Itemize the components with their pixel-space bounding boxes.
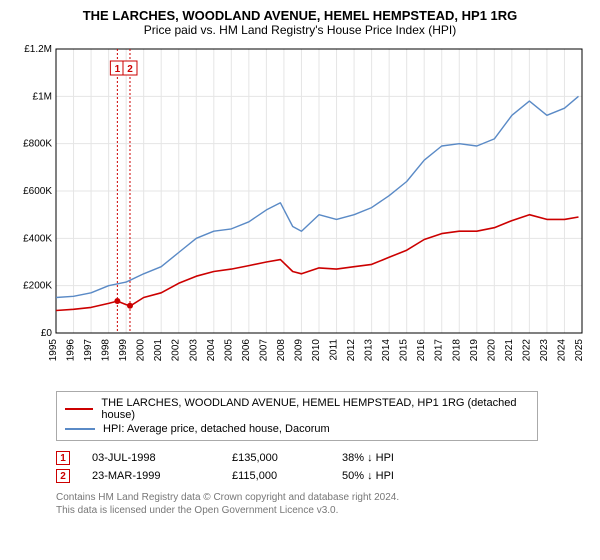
svg-text:2008: 2008: [276, 339, 287, 362]
svg-text:2009: 2009: [293, 339, 304, 362]
svg-text:£600K: £600K: [23, 186, 52, 197]
sale-marker-1: 1: [56, 451, 70, 465]
legend-swatch-series-b: [65, 428, 95, 430]
svg-text:2006: 2006: [241, 339, 252, 362]
footer-line-1: Contains HM Land Registry data © Crown c…: [56, 491, 588, 504]
legend-swatch-series-a: [65, 408, 93, 410]
sale-price-1: £135,000: [232, 452, 342, 464]
svg-text:2005: 2005: [223, 339, 234, 362]
svg-text:1996: 1996: [66, 339, 77, 362]
chart-area: £0 £200K £400K £600K £800K £1M £1.2M 1995 1996 19…: [12, 43, 588, 383]
svg-text:1999: 1999: [118, 339, 129, 362]
svg-text:£400K: £400K: [23, 233, 52, 244]
chart-title: THE LARCHES, WOODLAND AVENUE, HEMEL HEMP…: [12, 8, 588, 23]
legend-row-series-b: HPI: Average price, detached house, Daco…: [65, 422, 529, 436]
svg-text:2021: 2021: [504, 339, 515, 362]
svg-text:2023: 2023: [539, 339, 550, 362]
sale-diff-2: 50% ↓ HPI: [342, 470, 462, 482]
svg-text:2012: 2012: [346, 339, 357, 362]
sale-price-2: £115,000: [232, 470, 342, 482]
svg-text:2025: 2025: [574, 339, 585, 362]
svg-text:2018: 2018: [451, 339, 462, 362]
svg-text:2: 2: [127, 64, 133, 75]
svg-text:2017: 2017: [434, 339, 445, 362]
svg-text:£800K: £800K: [23, 139, 52, 150]
sale-row-2: 2 23-MAR-1999 £115,000 50% ↓ HPI: [56, 467, 538, 485]
svg-text:2007: 2007: [258, 339, 269, 362]
svg-text:2014: 2014: [381, 339, 392, 362]
svg-text:£0: £0: [41, 328, 53, 339]
legend: THE LARCHES, WOODLAND AVENUE, HEMEL HEMP…: [56, 391, 538, 441]
legend-row-series-a: THE LARCHES, WOODLAND AVENUE, HEMEL HEMP…: [65, 396, 529, 422]
svg-text:2024: 2024: [556, 339, 567, 362]
chart-container: THE LARCHES, WOODLAND AVENUE, HEMEL HEMP…: [0, 0, 600, 521]
sale-diff-1: 38% ↓ HPI: [342, 452, 462, 464]
svg-text:2016: 2016: [416, 339, 427, 362]
svg-text:2013: 2013: [364, 339, 375, 362]
sale-date-2: 23-MAR-1999: [92, 470, 232, 482]
svg-text:1: 1: [115, 64, 121, 75]
sale-marker-2: 2: [56, 469, 70, 483]
svg-text:2010: 2010: [311, 339, 322, 362]
svg-text:£200K: £200K: [23, 281, 52, 292]
svg-text:2000: 2000: [136, 339, 147, 362]
chart-svg: £0 £200K £400K £600K £800K £1M £1.2M 1995 1996 19…: [12, 43, 588, 383]
chart-subtitle: Price paid vs. HM Land Registry's House …: [12, 23, 588, 37]
svg-text:2004: 2004: [206, 339, 217, 362]
svg-text:£1.2M: £1.2M: [24, 44, 52, 55]
footer-attribution: Contains HM Land Registry data © Crown c…: [56, 491, 588, 517]
footer-line-2: This data is licensed under the Open Gov…: [56, 504, 588, 517]
svg-text:2019: 2019: [469, 339, 480, 362]
legend-label-series-b: HPI: Average price, detached house, Daco…: [103, 423, 330, 435]
svg-text:2015: 2015: [399, 339, 410, 362]
svg-text:2003: 2003: [188, 339, 199, 362]
svg-text:2001: 2001: [153, 339, 164, 362]
sales-table: 1 03-JUL-1998 £135,000 38% ↓ HPI 2 23-MA…: [56, 449, 538, 485]
svg-text:2022: 2022: [521, 339, 532, 362]
svg-text:1998: 1998: [101, 339, 112, 362]
svg-text:2011: 2011: [329, 339, 340, 361]
svg-text:1995: 1995: [48, 339, 59, 362]
svg-text:£1M: £1M: [33, 91, 52, 102]
sale-row-1: 1 03-JUL-1998 £135,000 38% ↓ HPI: [56, 449, 538, 467]
svg-text:2020: 2020: [486, 339, 497, 362]
svg-text:1997: 1997: [83, 339, 94, 362]
sale-date-1: 03-JUL-1998: [92, 452, 232, 464]
legend-label-series-a: THE LARCHES, WOODLAND AVENUE, HEMEL HEMP…: [101, 397, 529, 421]
svg-text:2002: 2002: [171, 339, 182, 362]
